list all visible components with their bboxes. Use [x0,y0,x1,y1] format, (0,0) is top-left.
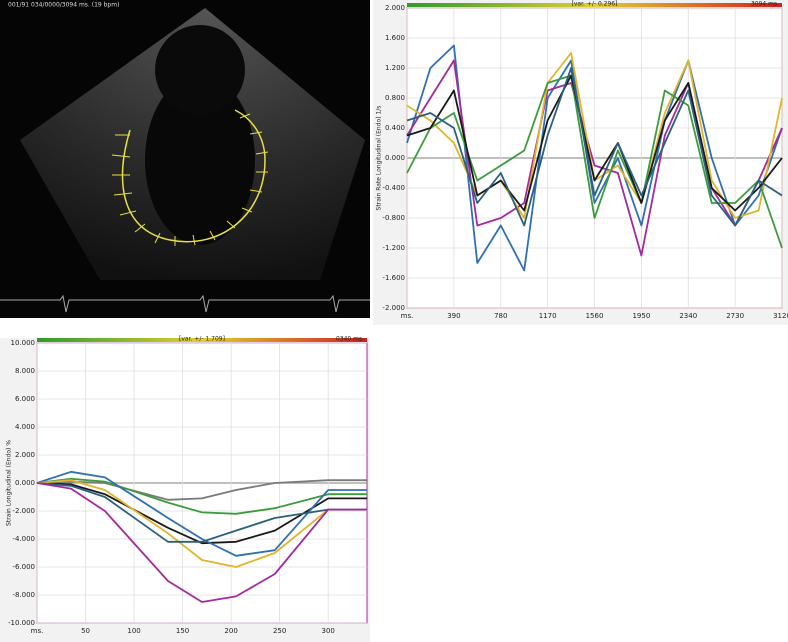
x-tick-label: 250 [273,627,286,635]
data-line [36,477,367,515]
y-tick-label: 10.000 [11,339,36,347]
x-tick-label: 1950 [632,312,650,320]
data-line [36,482,367,543]
x-tick-label: 1560 [586,312,604,320]
x-tick-label: ms. [401,312,414,320]
y-tick-label: 0.000 [385,154,405,162]
x-tick-label: 300 [321,627,334,635]
y-tick-label: -1.600 [382,274,405,282]
header-annotation: 0340 ms. [336,336,364,343]
x-tick-label: 3120 [773,312,788,320]
header-bar [407,3,782,7]
echo-image: 001/91 034/0000/3094 ms. (19 bpm) [0,0,370,318]
chart-panel: [var. +/- 1.709] 0340 ms. 10.000 8.000 6.000… [0,336,370,642]
x-tick-label: 200 [224,627,237,635]
x-tick-label: 100 [127,627,140,635]
y-tick-label: 2.000 [385,4,405,12]
y-tick-label: -8.000 [12,591,35,599]
x-tick-label: 2340 [679,312,697,320]
y-tick-label: -1.200 [382,244,405,252]
y-tick-label: 4.000 [15,423,35,431]
x-tick-label: 2730 [726,312,744,320]
data-line [36,470,367,557]
y-tick-label: 1.600 [385,34,405,42]
y-tick-label: -4.000 [12,535,35,543]
x-tick-label: 780 [494,312,507,320]
y-tick-label: 6.000 [15,395,35,403]
x-tick-label: 50 [81,627,90,635]
header-annotation: 3094 ms. [751,1,779,8]
data-line [406,59,783,257]
y-tick-label: 0.000 [15,479,35,487]
data-line [406,67,783,227]
y-tick-label: 2.000 [15,451,35,459]
x-tick-label: ms. [31,627,44,635]
header-bar [37,338,367,342]
y-tick-label: 8.000 [15,367,35,375]
header-annotation: [var. +/- 1.709] [179,336,225,343]
data-line [36,479,367,568]
y-tick-label: 1.200 [385,64,405,72]
data-line [36,479,367,501]
x-tick-label: 150 [176,627,189,635]
x-tick-label: 390 [447,312,460,320]
echo-header: 001/91 034/0000/3094 ms. (19 bpm) [8,2,119,9]
y-tick-label: -2.000 [382,304,405,312]
y-axis-label: Strain Longitudinal (Endo) % [6,440,13,526]
y-tick-label: -2.000 [12,507,35,515]
y-tick-label: -0.400 [382,184,405,192]
y-tick-label: -0.800 [382,214,405,222]
y-axis-label: Strain Rate Longitudinal (Endo) 1/s [376,106,383,211]
chart-panel: [var. +/- 0.296] 3094 ms. 2.000 1.600 1.200 0… [373,0,788,325]
y-tick-label: -10.000 [8,619,35,627]
data-line [406,44,783,272]
data-line [406,74,783,212]
header-annotation: [var. +/- 0.296] [572,1,618,8]
x-tick-label: 1170 [539,312,557,320]
y-tick-label: 0.800 [385,94,405,102]
data-line [36,482,367,603]
y-tick-label: 0.400 [385,124,405,132]
y-tick-label: -6.000 [12,563,35,571]
